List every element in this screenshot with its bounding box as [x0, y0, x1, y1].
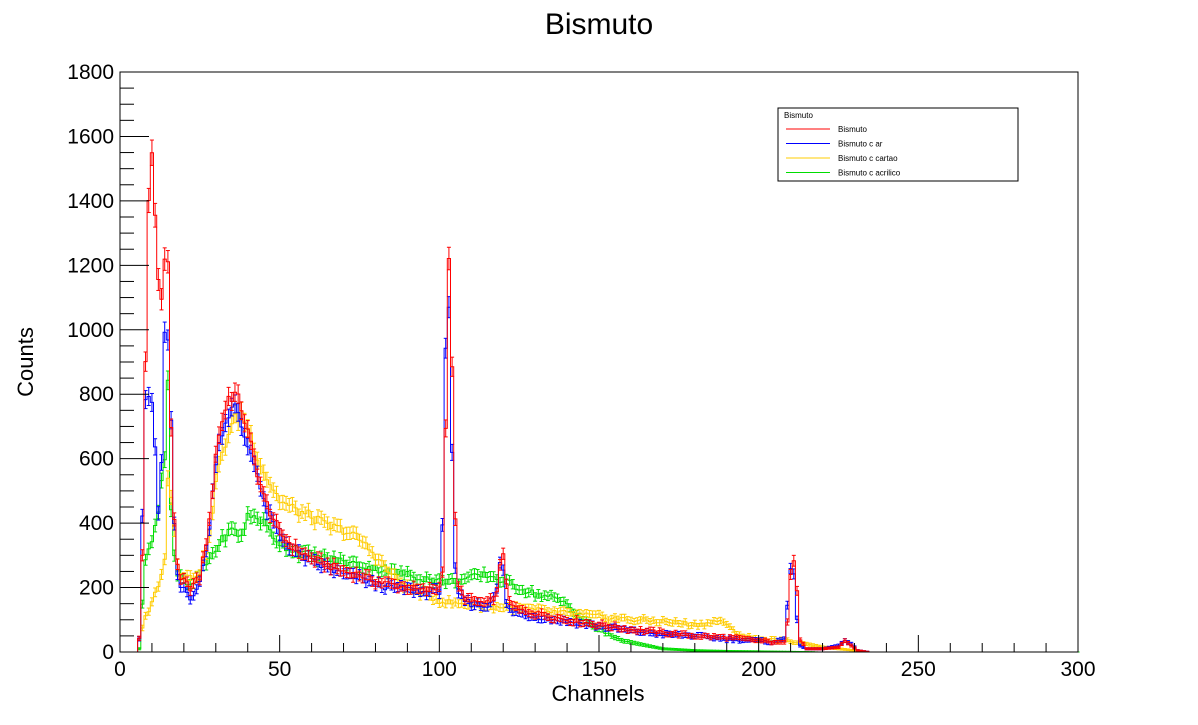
y-tick-label: 200 [79, 577, 114, 600]
x-tick-label: 250 [901, 658, 936, 681]
legend-box [777, 107, 1019, 182]
y-tick-label: 800 [79, 383, 114, 406]
x-tick-label: 0 [114, 658, 126, 681]
legend-label: Bismuto [838, 125, 867, 134]
series-bismuto [134, 139, 872, 653]
plot-frame [119, 71, 1079, 653]
y-tick-label: 1400 [67, 190, 114, 213]
x-tick-label: 300 [1060, 658, 1095, 681]
y-tick-label: 600 [79, 448, 114, 471]
y-tick-label: 1800 [67, 61, 114, 84]
axes-layer: 0 50 100 150 200 250 300 0 200 400 600 800 1000 1200 1… [67, 61, 1095, 681]
x-tick-label: 150 [581, 658, 616, 681]
x-tick-label: 200 [741, 658, 776, 681]
legend-entries: Bismuto Bismuto c ar Bismuto c cartao Bismu… [786, 125, 901, 178]
legend-label: Bismuto c acrilico [838, 169, 901, 178]
legend: Bismuto Bismuto Bismuto c ar Bismuto c car… [777, 107, 1019, 182]
x-tick-label: 50 [268, 658, 291, 681]
legend-title: Bismuto [784, 111, 813, 120]
y-tick-label: 1600 [67, 125, 114, 148]
y-tick-label: 400 [79, 512, 114, 535]
y-tick-label: 1200 [67, 254, 114, 277]
legend-label: Bismuto c ar [838, 140, 883, 149]
y-tick-label: 1000 [67, 319, 114, 342]
series-layer [134, 139, 1080, 653]
y-axis-title: Counts [13, 327, 38, 397]
legend-label: Bismuto c cartao [838, 154, 898, 163]
chart-title: Bismuto [545, 8, 653, 41]
x-tick-label: 100 [422, 658, 457, 681]
x-axis-title: Channels [552, 681, 645, 706]
series-line [134, 152, 872, 653]
y-tick-label: 0 [102, 641, 114, 664]
